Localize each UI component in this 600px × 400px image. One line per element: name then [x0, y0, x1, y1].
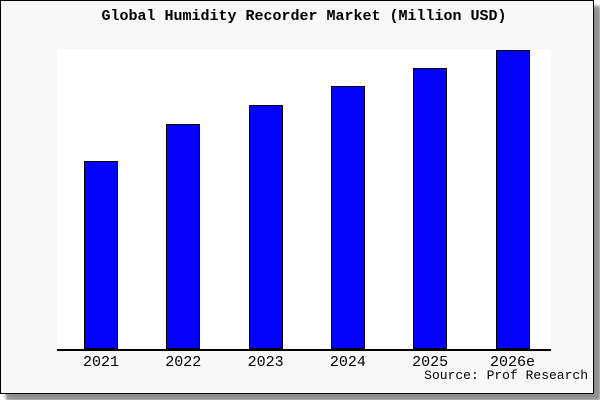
chart-card: Global Humidity Recorder Market (Million…: [0, 0, 594, 394]
x-axis-label-2026e: 2026e: [489, 354, 536, 371]
bar-2021: [84, 161, 118, 349]
plot-area: [57, 49, 551, 349]
source-note: Source: Prof Research: [424, 368, 588, 383]
x-axis-label-2025: 2025: [412, 354, 449, 371]
bar-2022: [166, 124, 201, 349]
bar-2024: [330, 86, 365, 349]
x-axis-label-2021: 2021: [82, 354, 120, 371]
chart-title: Global Humidity Recorder Market (Million…: [101, 8, 507, 25]
x-axis-labels: 2021 2022 2023 2024 2025 2026e: [57, 354, 551, 371]
x-axis-line: [57, 349, 551, 351]
bar-2026e: [495, 50, 530, 349]
x-axis-label-2024: 2024: [329, 354, 366, 371]
x-axis-label-2022: 2022: [165, 354, 202, 371]
bar-2023: [248, 105, 283, 349]
bar-2025: [413, 68, 448, 349]
x-axis-label-2023: 2023: [247, 354, 284, 371]
